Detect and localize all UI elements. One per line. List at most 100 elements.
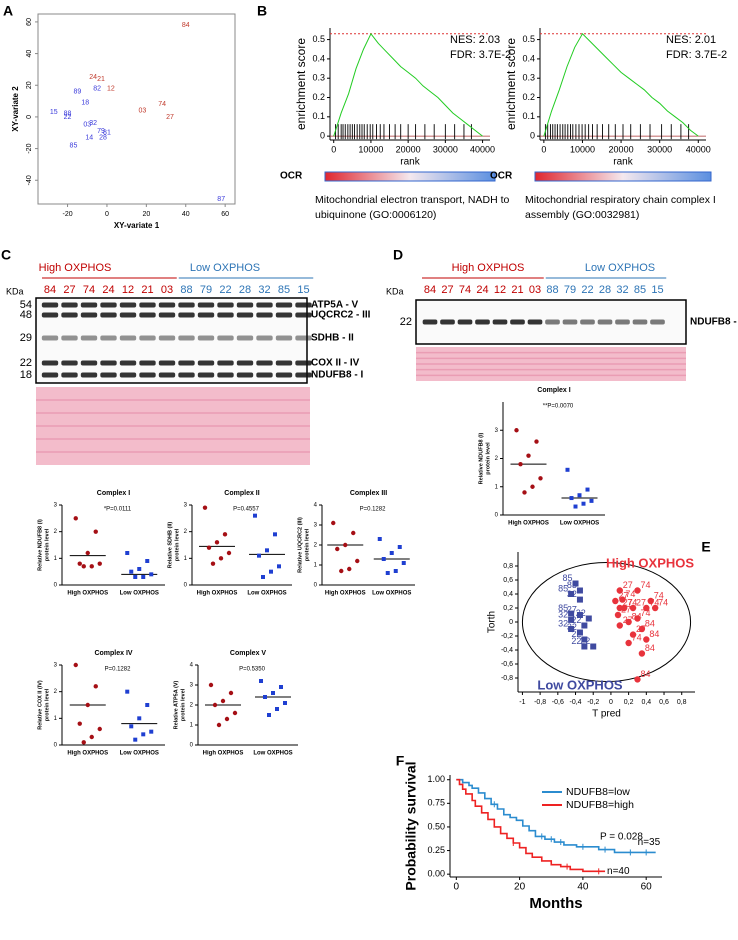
chart-title: Complex V (230, 650, 267, 657)
point (581, 643, 588, 650)
y-tick-label: 20 (26, 81, 33, 89)
blot-band (275, 360, 293, 366)
lane-label: 12 (494, 284, 506, 296)
point-label: 84 (182, 22, 190, 29)
blot-band (275, 312, 293, 318)
y-tick-label: 3 (495, 428, 499, 434)
group-label: Low OXPHOS (190, 262, 260, 274)
point-label: 22 (571, 636, 581, 646)
x-tick-label: 40 (577, 882, 589, 893)
point (355, 558, 360, 564)
y-tick-label: 60 (26, 18, 33, 26)
y-tick-label: 0.5 (312, 34, 325, 44)
point (89, 734, 94, 740)
group-label: Low OXPHOS (585, 262, 655, 274)
point (224, 716, 230, 722)
point (647, 597, 654, 605)
y-tick-label: 3 (314, 523, 318, 529)
point-label: 85 (567, 580, 577, 590)
point-label: 74 (640, 580, 650, 590)
point (625, 639, 632, 647)
x-tick-label: High OXPHOS (325, 591, 366, 597)
point (377, 537, 382, 541)
point (621, 604, 628, 612)
blot-band (61, 302, 78, 308)
point (273, 532, 277, 537)
y-tick-label: 3 (54, 503, 58, 509)
point-label: 27 (618, 590, 628, 600)
group-annotation: Low OXPHOS (537, 677, 623, 692)
lane-label: 74 (83, 284, 95, 296)
lane-label: 88 (546, 284, 558, 296)
blot-band (615, 319, 630, 325)
chart-title: Complex I (97, 490, 131, 497)
point-label: 27 (166, 114, 174, 121)
point (385, 571, 390, 575)
blot-band (158, 372, 176, 378)
blot-band (119, 312, 137, 318)
blot-band (295, 360, 312, 366)
blot-band (295, 302, 312, 308)
y-tick-label: 0.5 (522, 34, 535, 44)
blot-band (217, 312, 234, 318)
blot-band (632, 319, 648, 325)
blot-band (217, 372, 234, 378)
point (573, 504, 578, 509)
point (643, 636, 650, 643)
y-axis-label: protein level (44, 528, 50, 561)
y-tick-label: 0.4 (312, 53, 325, 63)
blot-band (41, 360, 59, 366)
y-tick-label: 3 (184, 503, 188, 509)
blot-band (80, 360, 98, 366)
fdr-label: FDR: 3.7E-2 (666, 49, 727, 61)
blot-band (580, 319, 595, 325)
point (638, 650, 646, 657)
point (125, 689, 130, 694)
y-axis-label: XY-variate 2 (11, 86, 20, 132)
blot-band (236, 312, 254, 318)
lane-label: 79 (564, 284, 576, 296)
point-label: 74 (658, 597, 668, 607)
y-axis-label: Relative SDHB (II) (167, 522, 173, 569)
point-label: 84 (649, 629, 659, 639)
y-tick-label: 1 (54, 556, 58, 562)
point (97, 561, 102, 566)
point (576, 612, 583, 618)
blot-band (510, 319, 525, 325)
y-tick-label: 2 (314, 543, 318, 549)
point (145, 703, 150, 707)
point-label: 14 (85, 134, 93, 141)
point-label: 27 (623, 597, 633, 607)
point-label: 32 (558, 618, 568, 628)
blot-band (197, 360, 215, 366)
y-tick-label: 0.25 (427, 845, 445, 855)
x-tick-label: 20 (514, 882, 526, 893)
bar-label: OCR (280, 171, 303, 182)
y-tick-label: 4 (314, 503, 318, 509)
point-label: 85 (558, 583, 568, 593)
lane-label: 24 (102, 284, 114, 296)
point-label: 89 (74, 88, 82, 95)
point (263, 695, 267, 699)
confidence-ellipse (521, 562, 692, 682)
x-tick-label: 60 (221, 211, 229, 218)
mw-label: 22 (20, 357, 32, 369)
blot-band (178, 312, 195, 318)
protein-label: UQCRC2 - III (311, 310, 371, 321)
point (97, 726, 102, 732)
point (401, 561, 406, 565)
point (569, 496, 574, 501)
lane-label: 84 (424, 284, 436, 296)
x-tick-label: 30000 (433, 144, 458, 154)
x-tick-label: Low OXPHOS (247, 591, 286, 597)
y-tick-label: 0 (314, 583, 318, 589)
point (576, 587, 583, 594)
x-tick-label: 20000 (396, 144, 421, 154)
y-tick-label: 0 (530, 131, 535, 141)
x-axis-label: T pred (592, 709, 621, 720)
panel-letter: F (396, 753, 405, 769)
y-tick-label: 1 (495, 484, 499, 490)
blot-band (178, 372, 195, 378)
point (331, 520, 336, 526)
